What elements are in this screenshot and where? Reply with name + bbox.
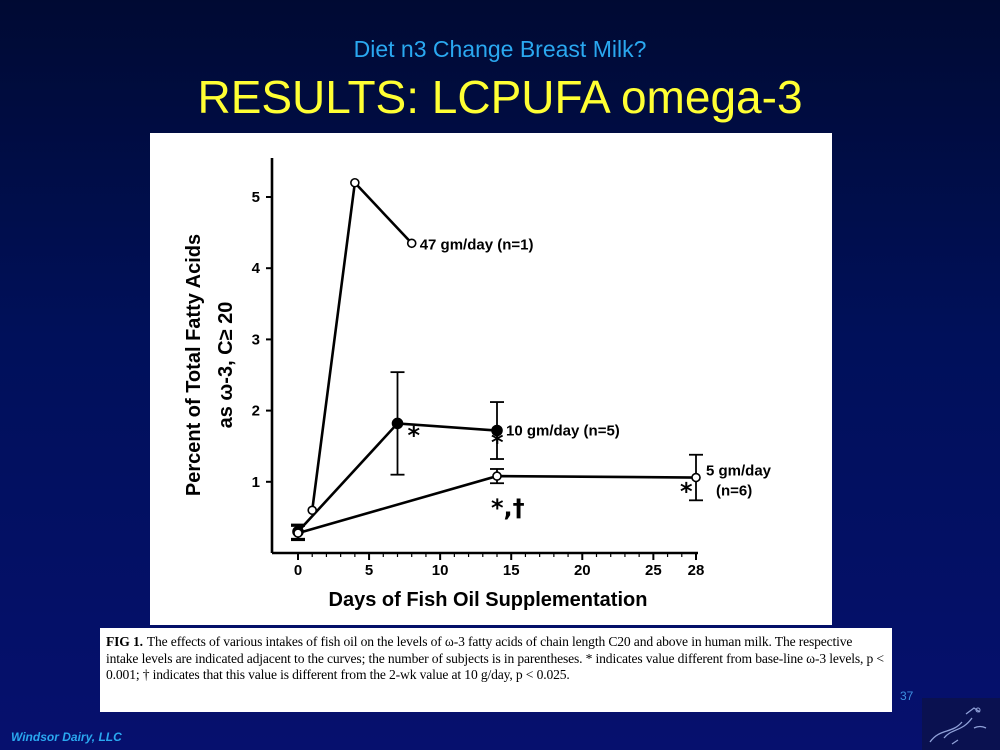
significance-annotation: * bbox=[680, 478, 693, 506]
caption-text: The effects of various intakes of fish o… bbox=[106, 634, 884, 682]
chart-labels: Days of Fish Oil Supplementation Percent … bbox=[183, 234, 772, 611]
x-tick-label: 20 bbox=[574, 562, 591, 579]
y-tick-label: 1 bbox=[252, 474, 260, 491]
birds-logo-icon bbox=[922, 698, 1000, 750]
data-point bbox=[350, 177, 360, 188]
y-tick-label: 4 bbox=[252, 260, 261, 277]
figure-caption: FIG 1. The effects of various intakes of … bbox=[100, 628, 892, 712]
caption-label: FIG 1. bbox=[106, 634, 143, 649]
y-tick-label: 5 bbox=[252, 189, 260, 206]
significance-annotation: *,† bbox=[491, 494, 525, 522]
data-point bbox=[491, 424, 503, 437]
data-point bbox=[492, 471, 502, 481]
chart-points bbox=[292, 177, 701, 538]
x-tick-label: 28 bbox=[688, 562, 705, 579]
chart-error-bars bbox=[291, 371, 703, 542]
data-point bbox=[391, 417, 404, 430]
x-tick-label: 10 bbox=[432, 562, 449, 579]
data-point bbox=[293, 528, 303, 538]
data-point bbox=[406, 238, 417, 249]
slide-title: RESULTS: LCPUFA omega-3 bbox=[197, 71, 803, 123]
chart-svg: 1 2 3 4 5 0 5 10 15 20 25 28 Days of Fish Oil Suppl… bbox=[183, 158, 772, 611]
y-axis-label-line1: Percent of Total Fatty Acids bbox=[183, 234, 205, 496]
slide-number: 37 bbox=[900, 689, 914, 703]
series-label-5-line1: 5 gm/day bbox=[706, 463, 772, 480]
data-point bbox=[691, 472, 701, 483]
series-label-47: 47 gm/day (n=1) bbox=[420, 236, 534, 253]
y-tick-label: 3 bbox=[252, 331, 260, 348]
series-label-5-line2: (n=6) bbox=[716, 483, 752, 500]
significance-annotation: * bbox=[408, 421, 421, 449]
chart-axes: 1 2 3 4 5 0 5 10 15 20 25 28 bbox=[252, 158, 705, 579]
x-tick-label: 0 bbox=[294, 562, 302, 579]
y-tick-label: 2 bbox=[252, 403, 260, 420]
x-axis-label: Days of Fish Oil Supplementation bbox=[329, 589, 648, 611]
y-axis-label-line2: as ω-3, C≥ 20 bbox=[215, 302, 237, 429]
x-tick-label: 25 bbox=[645, 562, 662, 579]
chart-panel: 1 2 3 4 5 0 5 10 15 20 25 28 Days of Fish Oil Suppl… bbox=[150, 133, 832, 625]
x-tick-label: 5 bbox=[365, 562, 373, 579]
data-point bbox=[307, 505, 318, 516]
x-tick-label: 15 bbox=[503, 562, 520, 579]
significance-annotation: * bbox=[491, 429, 504, 457]
footer-company: Windsor Dairy, LLC bbox=[11, 730, 122, 744]
series-label-10: 10 gm/day (n=5) bbox=[506, 423, 620, 440]
slide-subtitle: Diet n3 Change Breast Milk? bbox=[353, 36, 647, 62]
